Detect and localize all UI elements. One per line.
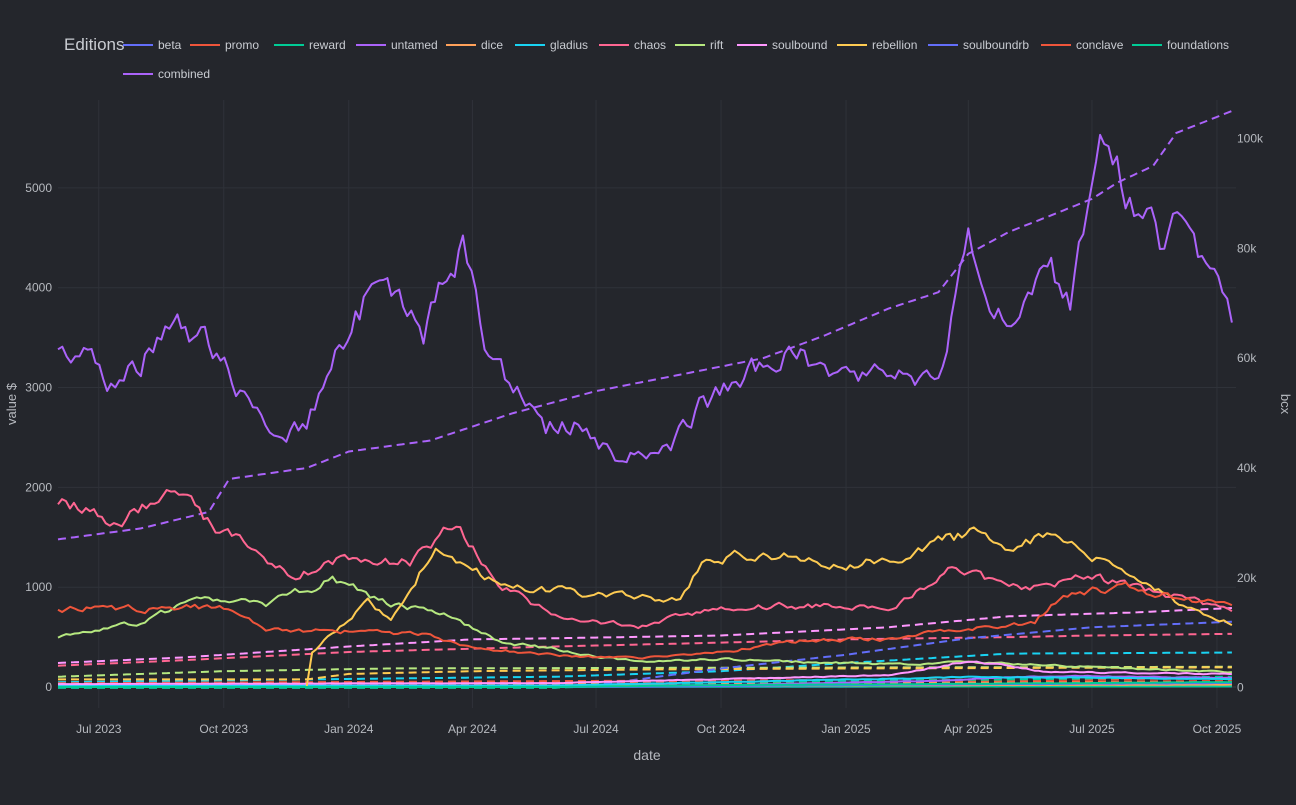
legend-label: gladius	[550, 38, 588, 52]
y-tick-label: 1000	[25, 580, 52, 594]
legend-title: Editions	[64, 35, 124, 55]
series-value-line-rebellion	[58, 527, 1232, 687]
series-value-line-combined	[58, 135, 1232, 462]
y2-tick-label: 20k	[1237, 571, 1257, 585]
legend-label: conclave	[1076, 38, 1124, 52]
x-tick-label: Jul 2023	[76, 722, 122, 736]
legend-label: promo	[225, 38, 259, 52]
y2-tick-label: 0	[1237, 681, 1244, 695]
series-value-line-chaos	[58, 490, 1232, 628]
y2-tick-label: 100k	[1237, 131, 1264, 145]
legend-label: rebellion	[872, 38, 917, 52]
y-tick-label: 3000	[25, 381, 52, 395]
series-bcx-line-combined	[58, 111, 1232, 539]
legend-item-dice[interactable]: dice	[446, 38, 503, 52]
legend-label: combined	[158, 67, 210, 81]
series-bcx-line-soulbound	[58, 608, 1232, 663]
legend-item-beta[interactable]: beta	[123, 38, 182, 52]
y2-tick-label: 80k	[1237, 241, 1257, 255]
x-axis-label: date	[633, 747, 660, 763]
y2-tick-label: 60k	[1237, 351, 1257, 365]
legend-label: beta	[158, 38, 182, 52]
x-tick-label: Apr 2025	[944, 722, 993, 736]
x-tick-label: Jul 2024	[573, 722, 619, 736]
legend-label: foundations	[1167, 38, 1229, 52]
legend-item-combined[interactable]: combined	[123, 67, 210, 81]
y-tick-label: 2000	[25, 480, 52, 494]
y2-axis-label: bcx	[1278, 394, 1293, 415]
legend-item-chaos[interactable]: chaos	[599, 38, 666, 52]
x-tick-label: Apr 2024	[448, 722, 497, 736]
legend-item-reward[interactable]: reward	[274, 38, 346, 52]
legend-label: dice	[481, 38, 503, 52]
x-tick-label: Jan 2025	[821, 722, 871, 736]
y2-tick-label: 40k	[1237, 461, 1257, 475]
legend-item-foundations[interactable]: foundations	[1132, 38, 1229, 52]
x-tick-label: Oct 2025	[1193, 722, 1242, 736]
x-tick-label: Jan 2024	[324, 722, 374, 736]
grid-layer	[58, 100, 1236, 708]
x-tick-label: Oct 2024	[697, 722, 746, 736]
y-tick-label: 4000	[25, 281, 52, 295]
legend-item-soulboundrb[interactable]: soulboundrb	[928, 38, 1029, 52]
legend-item-rebellion[interactable]: rebellion	[837, 38, 917, 52]
series-value-line-conclave	[58, 582, 1232, 658]
legend-label: soulbound	[772, 38, 827, 52]
legend: beta promo reward untamed dice gladius chaos ri…	[123, 38, 1229, 81]
y-tick-label: 0	[45, 680, 52, 694]
legend-item-conclave[interactable]: conclave	[1041, 38, 1124, 52]
legend-label: rift	[710, 38, 724, 52]
x-tick-label: Jul 2025	[1069, 722, 1115, 736]
y-tick-label: 5000	[25, 181, 52, 195]
legend-item-untamed[interactable]: untamed	[356, 38, 438, 52]
legend-item-soulbound[interactable]: soulbound	[737, 38, 827, 52]
legend-label: untamed	[391, 38, 438, 52]
y-axis-label: value $	[4, 382, 19, 425]
x-tick-label: Oct 2023	[199, 722, 248, 736]
legend-item-promo[interactable]: promo	[190, 38, 259, 52]
lines-layer	[58, 111, 1232, 688]
legend-label: soulboundrb	[963, 38, 1029, 52]
legend-label: chaos	[634, 38, 666, 52]
legend-item-gladius[interactable]: gladius	[515, 38, 588, 52]
legend-label: reward	[309, 38, 346, 52]
legend-item-rift[interactable]: rift	[675, 38, 724, 52]
